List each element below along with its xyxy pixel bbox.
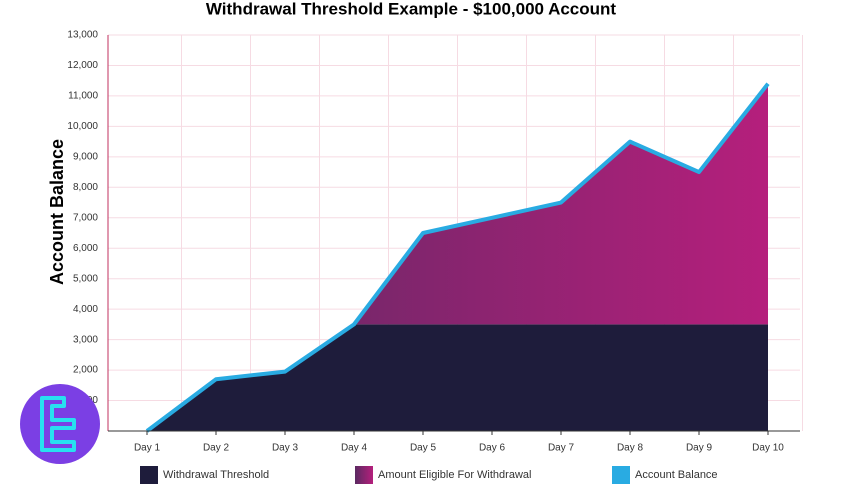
y-tick-label: 8,000	[73, 182, 98, 193]
x-tick-label: Day 1	[134, 443, 161, 454]
x-tick-label: Day 10	[752, 443, 784, 454]
logo	[20, 384, 100, 464]
chart-title: Withdrawal Threshold Example - $100,000 …	[206, 0, 617, 18]
x-tick-label: Day 9	[686, 443, 713, 454]
x-tick-label: Day 2	[203, 443, 230, 454]
x-tick-label: Day 4	[341, 443, 368, 454]
y-tick-label: 2,000	[73, 365, 98, 376]
x-tick-label: Day 8	[617, 443, 644, 454]
y-tick-label: 6,000	[73, 243, 98, 254]
y-tick-label: 3,000	[73, 334, 98, 345]
legend-swatch	[612, 466, 630, 484]
y-tick-label: 4,000	[73, 304, 98, 315]
x-tick-label: Day 3	[272, 443, 299, 454]
threshold-area	[147, 324, 768, 431]
legend-label: Account Balance	[635, 469, 718, 481]
x-tick-label: Day 5	[410, 443, 437, 454]
y-tick-label: 10,000	[67, 121, 98, 132]
y-tick-label: 11,000	[68, 91, 98, 102]
y-axis-label: Account Balance	[47, 139, 67, 285]
balance-line	[145, 82, 770, 433]
y-tick-label: 13,000	[67, 30, 98, 41]
legend-label: Amount Eligible For Withdrawal	[378, 469, 531, 481]
legend-swatch	[140, 466, 158, 484]
y-tick-label: 7,000	[73, 212, 98, 223]
legend-label: Withdrawal Threshold	[163, 469, 269, 481]
x-tick-label: Day 7	[548, 443, 575, 454]
legend-swatch	[355, 466, 373, 484]
x-tick-label: Day 6	[479, 443, 506, 454]
y-tick-label: 9,000	[73, 151, 98, 162]
y-tick-label: 12,000	[67, 60, 98, 71]
y-tick-label: 5,000	[73, 273, 98, 284]
